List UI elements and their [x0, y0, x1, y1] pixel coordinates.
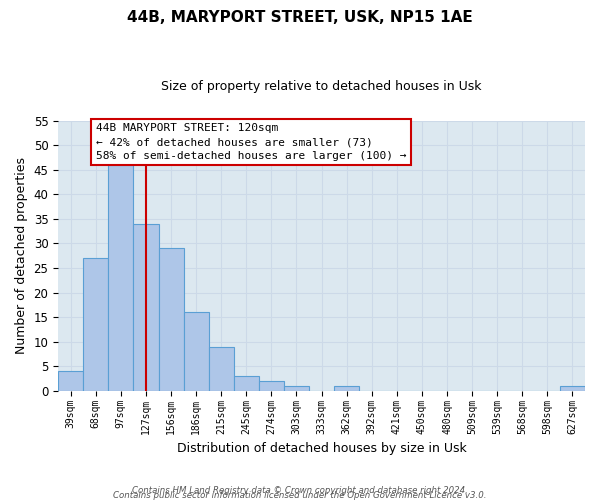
- X-axis label: Distribution of detached houses by size in Usk: Distribution of detached houses by size …: [177, 442, 466, 455]
- Text: Contains HM Land Registry data © Crown copyright and database right 2024.: Contains HM Land Registry data © Crown c…: [132, 486, 468, 495]
- Text: 44B MARYPORT STREET: 120sqm
← 42% of detached houses are smaller (73)
58% of sem: 44B MARYPORT STREET: 120sqm ← 42% of det…: [96, 123, 406, 161]
- Bar: [133, 224, 158, 391]
- Y-axis label: Number of detached properties: Number of detached properties: [15, 157, 28, 354]
- Bar: [184, 312, 209, 391]
- Title: Size of property relative to detached houses in Usk: Size of property relative to detached ho…: [161, 80, 482, 93]
- Bar: [284, 386, 309, 391]
- Bar: [560, 386, 585, 391]
- Bar: [209, 346, 234, 391]
- Bar: [234, 376, 259, 391]
- Bar: [259, 381, 284, 391]
- Text: 44B, MARYPORT STREET, USK, NP15 1AE: 44B, MARYPORT STREET, USK, NP15 1AE: [127, 10, 473, 25]
- Text: Contains public sector information licensed under the Open Government Licence v3: Contains public sector information licen…: [113, 491, 487, 500]
- Bar: [158, 248, 184, 391]
- Bar: [58, 371, 83, 391]
- Bar: [83, 258, 109, 391]
- Bar: [109, 165, 133, 391]
- Bar: [334, 386, 359, 391]
